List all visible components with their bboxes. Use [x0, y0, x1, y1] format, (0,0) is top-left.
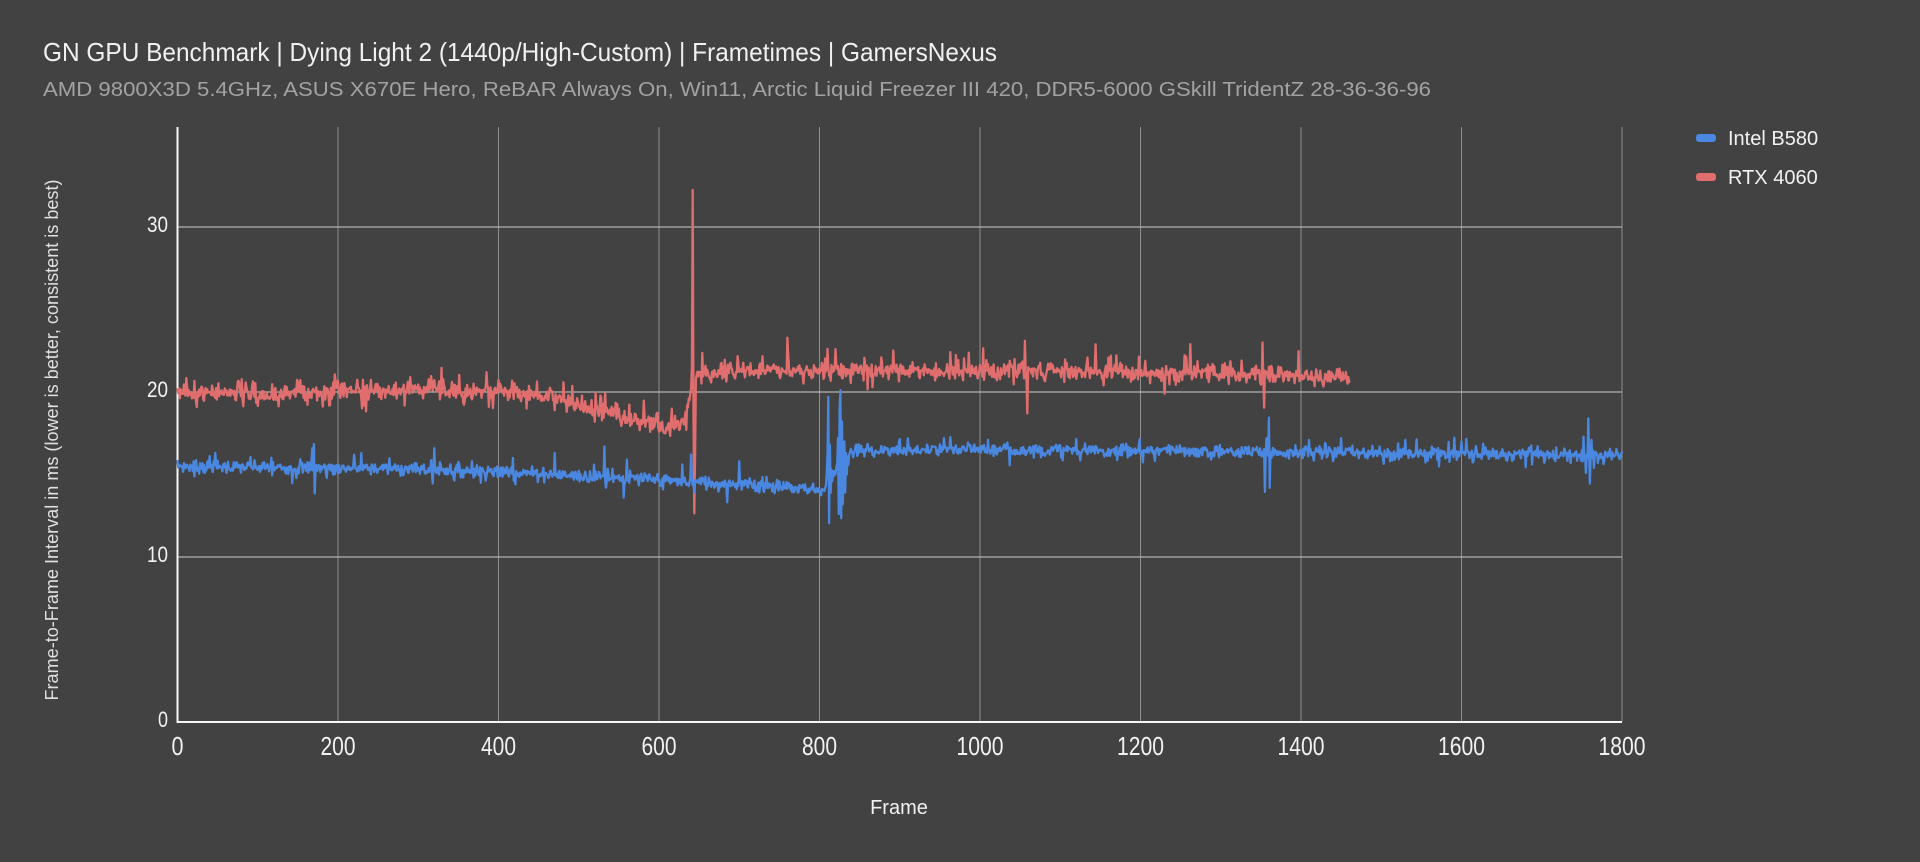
svg-text:1400: 1400	[1278, 731, 1325, 761]
svg-text:1200: 1200	[1117, 731, 1164, 761]
svg-text:AMD 9800X3D 5.4GHz, ASUS X670E: AMD 9800X3D 5.4GHz, ASUS X670E Hero, ReB…	[43, 79, 1431, 101]
svg-text:GN GPU Benchmark | Dying Light: GN GPU Benchmark | Dying Light 2 (1440p/…	[43, 37, 997, 67]
svg-text:600: 600	[642, 731, 677, 761]
svg-text:1800: 1800	[1599, 731, 1646, 761]
svg-text:800: 800	[802, 731, 837, 761]
svg-text:1000: 1000	[957, 731, 1004, 761]
svg-text:20: 20	[147, 377, 168, 402]
svg-text:Frame: Frame	[870, 797, 928, 819]
svg-text:10: 10	[147, 542, 168, 567]
svg-text:30: 30	[147, 212, 168, 237]
svg-text:0: 0	[172, 731, 184, 761]
svg-text:RTX 4060: RTX 4060	[1728, 167, 1818, 189]
svg-text:200: 200	[321, 731, 356, 761]
svg-text:Intel B580: Intel B580	[1728, 128, 1818, 150]
svg-text:Frame-to-Frame Interval in ms: Frame-to-Frame Interval in ms (lower is …	[42, 180, 62, 701]
svg-text:0: 0	[158, 707, 168, 732]
svg-text:400: 400	[481, 731, 516, 761]
svg-text:1600: 1600	[1438, 731, 1485, 761]
